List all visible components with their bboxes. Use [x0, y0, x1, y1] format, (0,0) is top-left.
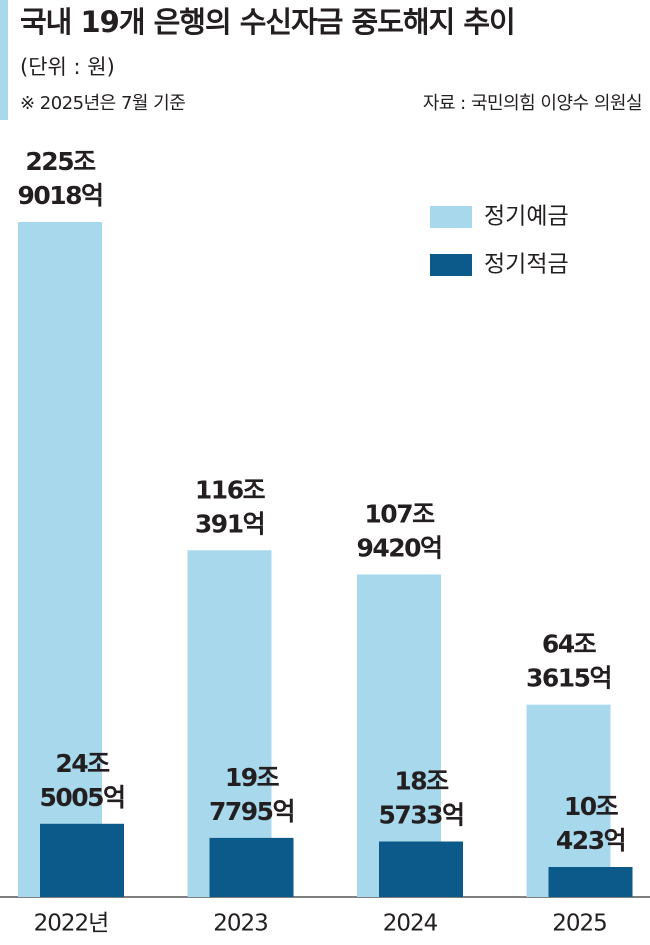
x-tick-label: 2025 [552, 911, 607, 937]
source: 자료 : 국민의힘 이양수 의원실 [423, 93, 642, 114]
bar [209, 837, 294, 897]
value-label: 225조 9018억 [17, 147, 102, 210]
value-label: 19조 7795억 [209, 763, 294, 826]
note: ※ 2025년은 7월 기준 [20, 93, 185, 114]
bar [379, 841, 463, 897]
unit-label: (단위 : 원) [20, 55, 115, 79]
bar [18, 222, 102, 897]
value-label: 64조 3615억 [526, 630, 611, 693]
bar [40, 823, 124, 897]
value-label: 107조 9420억 [356, 499, 441, 562]
legend-swatch [430, 254, 472, 276]
value-label: 10조 423억 [556, 792, 625, 855]
x-tick-label: 2023 [213, 911, 268, 937]
chart-title: 국내 19개 은행의 수신자금 중도해지 추이 [20, 5, 515, 39]
value-label: 116조 391억 [195, 475, 266, 538]
legend-label: 정기적금 [484, 252, 569, 278]
legend-label: 정기예금 [484, 204, 569, 230]
bar [548, 866, 633, 897]
value-label: 24조 5005억 [39, 749, 124, 812]
header-accent [0, 0, 8, 120]
legend-swatch [430, 206, 472, 228]
x-tick-label: 2022년 [34, 911, 109, 937]
x-tick-label: 2024 [383, 911, 438, 937]
value-label: 18조 5733억 [378, 767, 463, 830]
bar [526, 704, 611, 897]
